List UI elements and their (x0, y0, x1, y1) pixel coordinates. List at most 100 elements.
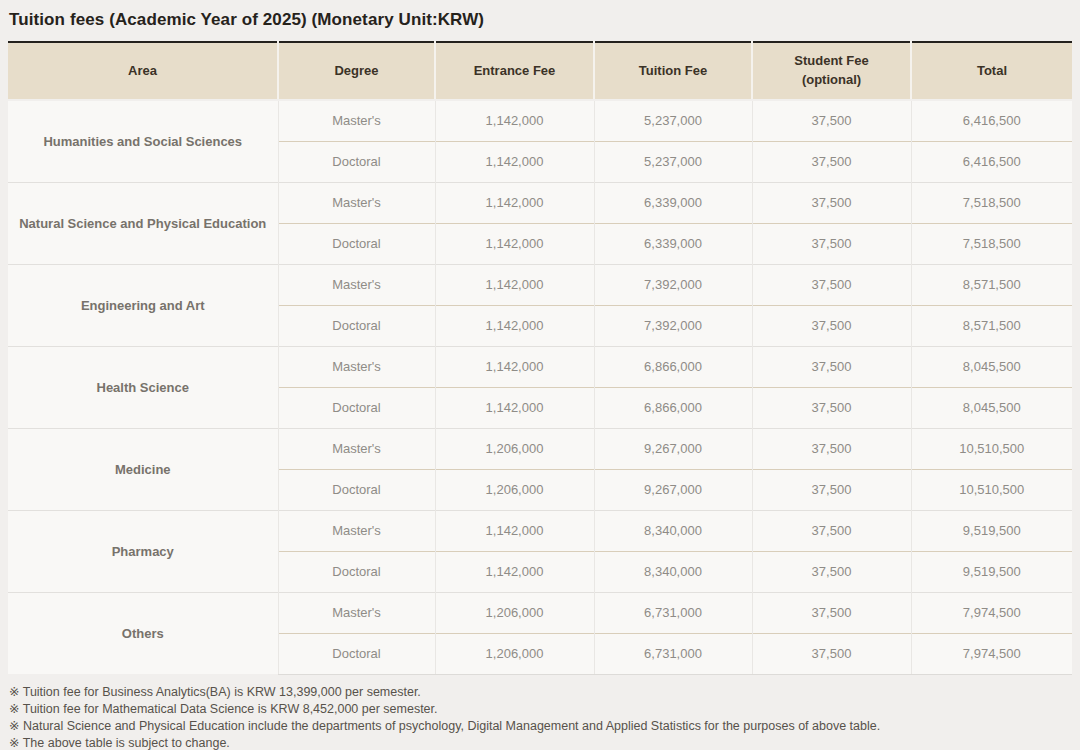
column-header-student-fee: Student Fee (optional) (752, 42, 911, 100)
footnote: ※ Tuition fee for Mathematical Data Scie… (9, 701, 1072, 718)
table-row: Others Master's 1,206,000 6,731,000 37,5… (8, 592, 1072, 633)
page-title: Tuition fees (Academic Year of 2025) (Mo… (9, 10, 1072, 30)
column-header-entrance-fee: Entrance Fee (435, 42, 594, 100)
tuition-fee-cell: 6,339,000 (594, 223, 752, 264)
tuition-fee-cell: 6,866,000 (594, 387, 752, 428)
area-cell: Pharmacy (8, 510, 278, 592)
column-header-student-fee-sublabel: (optional) (753, 71, 910, 90)
tuition-fee-cell: 5,237,000 (594, 141, 752, 182)
degree-cell: Doctoral (278, 223, 435, 264)
tuition-fees-table: Area Degree Entrance Fee Tuition Fee Stu… (8, 41, 1072, 675)
total-cell: 9,519,500 (911, 510, 1072, 551)
column-header-student-fee-label: Student Fee (794, 53, 868, 68)
column-header-tuition-fee: Tuition Fee (594, 42, 752, 100)
tuition-fee-cell: 8,340,000 (594, 551, 752, 592)
degree-cell: Doctoral (278, 305, 435, 346)
student-fee-cell: 37,500 (752, 346, 911, 387)
total-cell: 10,510,500 (911, 428, 1072, 469)
total-cell: 8,045,500 (911, 387, 1072, 428)
total-cell: 6,416,500 (911, 100, 1072, 141)
student-fee-cell: 37,500 (752, 305, 911, 346)
degree-cell: Master's (278, 100, 435, 141)
table-header: Area Degree Entrance Fee Tuition Fee Stu… (8, 42, 1072, 100)
entrance-fee-cell: 1,206,000 (435, 428, 594, 469)
total-cell: 8,571,500 (911, 305, 1072, 346)
area-cell: Natural Science and Physical Education (8, 182, 278, 264)
student-fee-cell: 37,500 (752, 264, 911, 305)
degree-cell: Doctoral (278, 551, 435, 592)
student-fee-cell: 37,500 (752, 387, 911, 428)
student-fee-cell: 37,500 (752, 633, 911, 674)
total-cell: 7,518,500 (911, 223, 1072, 264)
table-row: Medicine Master's 1,206,000 9,267,000 37… (8, 428, 1072, 469)
entrance-fee-cell: 1,142,000 (435, 305, 594, 346)
total-cell: 9,519,500 (911, 551, 1072, 592)
tuition-fee-cell: 9,267,000 (594, 428, 752, 469)
entrance-fee-cell: 1,142,000 (435, 510, 594, 551)
degree-cell: Master's (278, 264, 435, 305)
entrance-fee-cell: 1,142,000 (435, 387, 594, 428)
column-header-degree: Degree (278, 42, 435, 100)
degree-cell: Doctoral (278, 633, 435, 674)
student-fee-cell: 37,500 (752, 100, 911, 141)
table-row: Humanities and Social Sciences Master's … (8, 100, 1072, 141)
student-fee-cell: 37,500 (752, 182, 911, 223)
footnote: ※ Tuition fee for Business Analytics(BA)… (9, 684, 1072, 701)
area-cell: Medicine (8, 428, 278, 510)
entrance-fee-cell: 1,142,000 (435, 551, 594, 592)
footnote: ※ Natural Science and Physical Education… (9, 718, 1072, 735)
entrance-fee-cell: 1,142,000 (435, 182, 594, 223)
tuition-fee-cell: 6,866,000 (594, 346, 752, 387)
degree-cell: Master's (278, 592, 435, 633)
area-cell: Engineering and Art (8, 264, 278, 346)
tuition-fee-cell: 7,392,000 (594, 264, 752, 305)
footnotes: ※ Tuition fee for Business Analytics(BA)… (9, 684, 1072, 750)
degree-cell: Master's (278, 182, 435, 223)
entrance-fee-cell: 1,142,000 (435, 141, 594, 182)
student-fee-cell: 37,500 (752, 551, 911, 592)
area-cell: Humanities and Social Sciences (8, 100, 278, 182)
entrance-fee-cell: 1,142,000 (435, 264, 594, 305)
total-cell: 7,974,500 (911, 633, 1072, 674)
entrance-fee-cell: 1,206,000 (435, 633, 594, 674)
tuition-fee-cell: 6,731,000 (594, 633, 752, 674)
footnote: ※ The above table is subject to change. (9, 735, 1072, 750)
student-fee-cell: 37,500 (752, 510, 911, 551)
table-row: Engineering and Art Master's 1,142,000 7… (8, 264, 1072, 305)
entrance-fee-cell: 1,142,000 (435, 223, 594, 264)
entrance-fee-cell: 1,142,000 (435, 346, 594, 387)
area-cell: Health Science (8, 346, 278, 428)
entrance-fee-cell: 1,206,000 (435, 592, 594, 633)
tuition-fee-cell: 9,267,000 (594, 469, 752, 510)
degree-cell: Doctoral (278, 387, 435, 428)
tuition-fee-cell: 6,731,000 (594, 592, 752, 633)
table-row: Natural Science and Physical Education M… (8, 182, 1072, 223)
tuition-fee-cell: 6,339,000 (594, 182, 752, 223)
student-fee-cell: 37,500 (752, 223, 911, 264)
table-row: Health Science Master's 1,142,000 6,866,… (8, 346, 1072, 387)
column-header-area: Area (8, 42, 278, 100)
total-cell: 8,571,500 (911, 264, 1072, 305)
total-cell: 7,518,500 (911, 182, 1072, 223)
table-row: Pharmacy Master's 1,142,000 8,340,000 37… (8, 510, 1072, 551)
entrance-fee-cell: 1,142,000 (435, 100, 594, 141)
tuition-fee-cell: 7,392,000 (594, 305, 752, 346)
student-fee-cell: 37,500 (752, 592, 911, 633)
entrance-fee-cell: 1,206,000 (435, 469, 594, 510)
table-body: Humanities and Social Sciences Master's … (8, 100, 1072, 674)
page: Tuition fees (Academic Year of 2025) (Mo… (0, 0, 1080, 750)
total-cell: 6,416,500 (911, 141, 1072, 182)
tuition-fee-cell: 8,340,000 (594, 510, 752, 551)
tuition-fee-cell: 5,237,000 (594, 100, 752, 141)
total-cell: 10,510,500 (911, 469, 1072, 510)
area-cell: Others (8, 592, 278, 674)
total-cell: 7,974,500 (911, 592, 1072, 633)
degree-cell: Doctoral (278, 141, 435, 182)
degree-cell: Master's (278, 428, 435, 469)
degree-cell: Doctoral (278, 469, 435, 510)
degree-cell: Master's (278, 510, 435, 551)
student-fee-cell: 37,500 (752, 469, 911, 510)
student-fee-cell: 37,500 (752, 141, 911, 182)
table-header-row: Area Degree Entrance Fee Tuition Fee Stu… (8, 42, 1072, 100)
total-cell: 8,045,500 (911, 346, 1072, 387)
